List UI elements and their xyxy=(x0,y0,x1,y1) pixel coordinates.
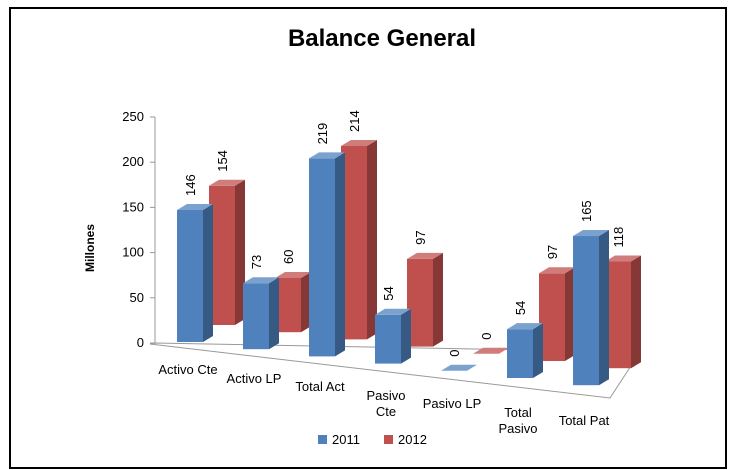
bar-top xyxy=(243,277,279,284)
bar-side xyxy=(367,139,377,340)
value-label: 97 xyxy=(413,230,428,244)
value-label: 73 xyxy=(249,255,264,269)
y-tick-label: 50 xyxy=(130,290,144,305)
value-label: 146 xyxy=(183,174,198,196)
y-tick-label: 0 xyxy=(137,335,144,350)
bar-front xyxy=(341,145,367,340)
y-tick-label: 250 xyxy=(122,109,144,124)
bar-top xyxy=(341,139,377,146)
bar xyxy=(209,179,245,325)
bar-front xyxy=(309,158,335,357)
bar-front xyxy=(539,273,565,361)
bar-front xyxy=(507,329,533,378)
bar-front xyxy=(407,258,433,347)
bar-top xyxy=(573,230,609,237)
bar-top xyxy=(605,255,641,262)
legend-swatch xyxy=(318,435,327,444)
bar-side xyxy=(301,271,311,333)
value-label: 214 xyxy=(347,110,362,132)
bar-side xyxy=(235,179,245,325)
x-tick-label: Activo Cte xyxy=(158,362,218,377)
bar-top xyxy=(473,347,509,354)
bar-top xyxy=(539,267,575,274)
value-label: 118 xyxy=(611,227,626,248)
bar-side xyxy=(203,204,213,342)
bar xyxy=(407,252,443,347)
bar xyxy=(441,364,477,371)
bar-front xyxy=(605,261,631,369)
bar xyxy=(507,323,543,378)
bar-top xyxy=(209,179,245,186)
bar-side xyxy=(433,252,443,347)
bar-top xyxy=(441,364,477,371)
bar-top xyxy=(309,152,345,159)
bar-top xyxy=(177,204,213,211)
bar-top xyxy=(375,308,411,315)
value-label: 165 xyxy=(579,200,594,222)
bar-front xyxy=(275,277,301,333)
bar xyxy=(177,204,213,342)
chart-title: Balance General xyxy=(288,25,476,52)
bar xyxy=(473,347,509,354)
value-label: 0 xyxy=(447,350,462,357)
bar-side xyxy=(533,323,543,378)
bar xyxy=(243,277,279,350)
bar-top xyxy=(275,271,311,278)
value-label: 54 xyxy=(513,301,528,315)
x-tick-label: Pasivo LP xyxy=(422,396,482,411)
bar-top xyxy=(407,252,443,259)
bar-front xyxy=(573,236,599,386)
y-tick-label: 150 xyxy=(122,199,144,214)
bar-front xyxy=(209,185,235,325)
value-label: 60 xyxy=(281,249,296,263)
y-axis-label: Millones xyxy=(83,224,97,272)
bar-side xyxy=(599,230,609,386)
x-tick-label: Activo LP xyxy=(226,370,282,386)
legend-label: 2011 xyxy=(332,432,360,447)
bar xyxy=(275,271,311,333)
bar xyxy=(341,139,377,340)
bar-side xyxy=(269,277,279,350)
value-label: 54 xyxy=(381,286,396,300)
x-tick-label: Total Act xyxy=(295,379,345,394)
y-tick-label: 100 xyxy=(122,245,144,260)
bar xyxy=(375,308,411,364)
value-label: 219 xyxy=(315,123,330,145)
x-tick-label: Pasivo Cte xyxy=(366,387,406,419)
x-tick-label: Total Pasivo xyxy=(498,404,538,436)
bar xyxy=(573,230,609,386)
bar-front xyxy=(375,314,401,364)
bar-side xyxy=(335,152,345,357)
value-label: 0 xyxy=(479,333,494,340)
legend-label: 2012 xyxy=(398,432,427,447)
bar xyxy=(539,267,575,361)
value-label: 97 xyxy=(545,245,560,259)
bar-front xyxy=(177,210,203,342)
bar xyxy=(605,255,641,369)
y-tick-label: 200 xyxy=(122,154,144,169)
bar-front xyxy=(243,283,269,350)
bar-side xyxy=(565,267,575,361)
bar-top xyxy=(507,323,543,330)
legend-swatch xyxy=(384,435,393,444)
bar-side xyxy=(401,308,411,364)
bar-side xyxy=(631,255,641,369)
bar xyxy=(309,152,345,357)
x-tick-label: Total Pat xyxy=(558,413,610,428)
value-label: 154 xyxy=(215,150,230,172)
